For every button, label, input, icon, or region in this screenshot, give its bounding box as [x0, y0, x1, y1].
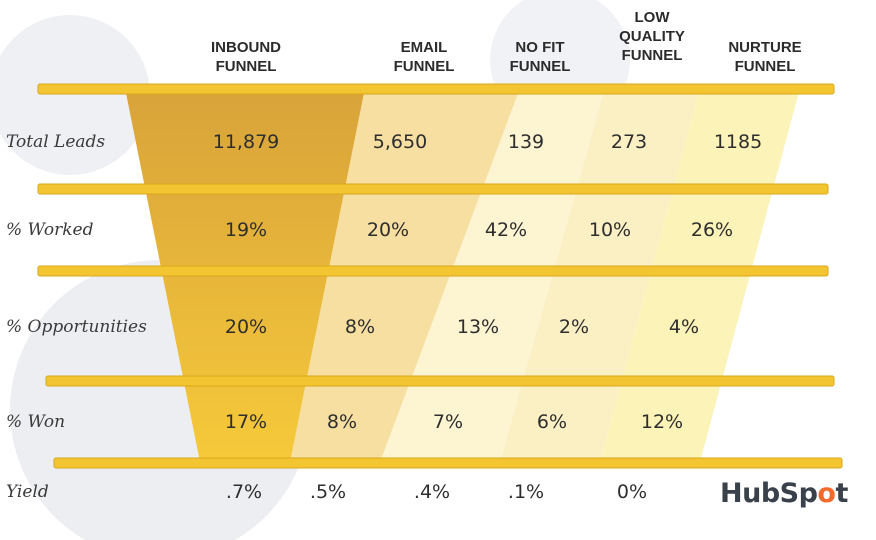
column-header-low-quality: LOW QUALITY FUNNEL: [619, 9, 685, 64]
hubspot-logo: HubSpot: [720, 478, 848, 509]
column-header-email: EMAIL FUNNEL: [393, 39, 455, 75]
column-header-inbound: INBOUND FUNNEL: [211, 39, 281, 75]
cell-r4-c2: 8%: [326, 411, 358, 433]
cell-r2-c4: 10%: [588, 219, 632, 241]
cell-r5-c1: .7%: [225, 481, 263, 503]
cell-r1-c5: 1185: [713, 131, 763, 153]
cell-r4-c3: 7%: [432, 411, 464, 433]
divider-bar-5: [53, 457, 843, 469]
row-label-worked: % Worked: [6, 220, 94, 240]
cell-r3-c4: 2%: [558, 316, 590, 338]
cell-r2-c1: 19%: [224, 219, 268, 241]
cell-r1-c3: 139: [507, 131, 545, 153]
cell-r2-c3: 42%: [484, 219, 528, 241]
cell-r5-c4: .1%: [507, 481, 545, 503]
column-header-nurture: NURTURE FUNNEL: [728, 39, 802, 75]
cell-r2-c2: 20%: [366, 219, 410, 241]
divider-bar-4: [45, 375, 835, 387]
cell-r4-c1: 17%: [224, 411, 268, 433]
row-label-opportunities: % Opportunities: [6, 317, 147, 337]
cell-r1-c2: 5,650: [372, 131, 428, 153]
row-label-yield: Yield: [6, 482, 49, 502]
divider-bar-3: [37, 265, 829, 277]
cell-r1-c4: 273: [610, 131, 648, 153]
divider-bar-2: [37, 183, 829, 195]
column-header-no-fit: NO FIT FUNNEL: [509, 39, 571, 75]
cell-r5-c5: 0%: [616, 481, 648, 503]
divider-bar-1: [37, 83, 835, 95]
cell-r5-c2: .5%: [309, 481, 347, 503]
cell-r3-c2: 8%: [344, 316, 376, 338]
cell-r4-c4: 6%: [536, 411, 568, 433]
row-label-won: % Won: [6, 412, 66, 432]
cell-r3-c5: 4%: [668, 316, 700, 338]
cell-r5-c3: .4%: [413, 481, 451, 503]
cell-r1-c1: 11,879: [212, 131, 280, 153]
cell-r2-c5: 26%: [690, 219, 734, 241]
cell-r4-c5: 12%: [640, 411, 684, 433]
cell-r3-c3: 13%: [456, 316, 500, 338]
row-label-total-leads: Total Leads: [6, 132, 106, 152]
cell-r3-c1: 20%: [224, 316, 268, 338]
